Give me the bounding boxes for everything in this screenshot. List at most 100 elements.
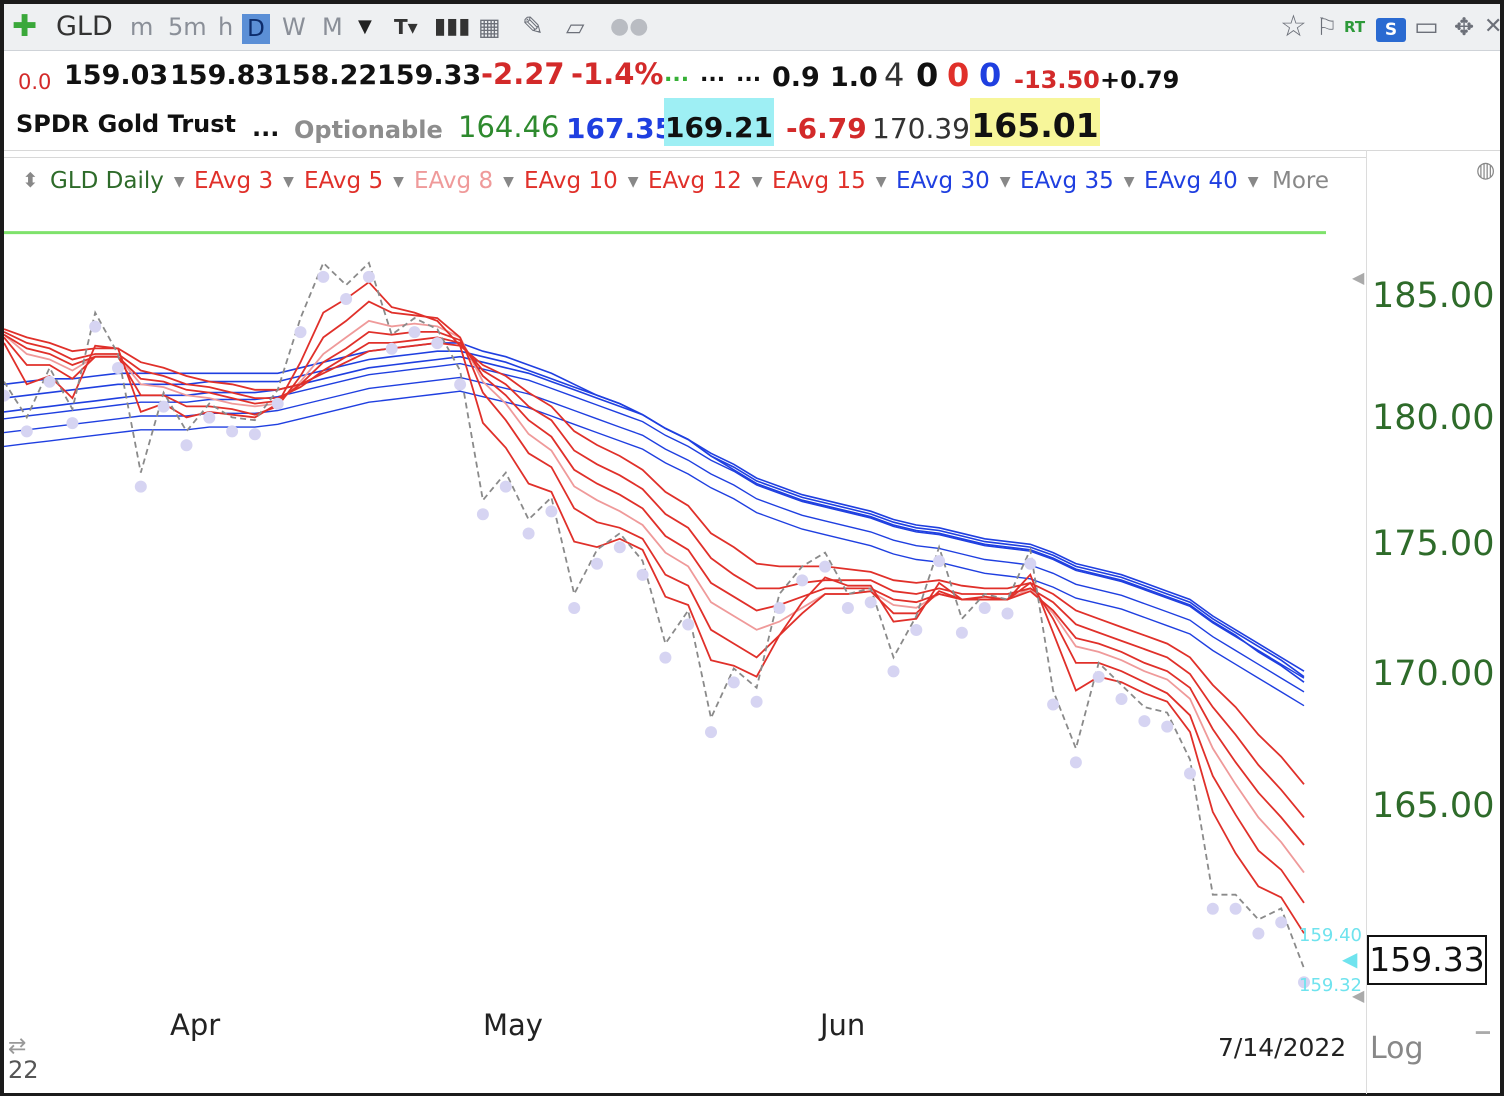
price-dot	[1024, 557, 1037, 570]
period-w[interactable]: W	[282, 13, 306, 41]
legend-handle-icon[interactable]: ⬍	[22, 168, 39, 192]
price-2: 167.35	[566, 112, 675, 145]
price-dot	[180, 439, 193, 452]
price-dot	[591, 557, 603, 570]
star-icon[interactable]: ☆	[1280, 9, 1307, 44]
period-d-active[interactable]: D	[242, 14, 270, 44]
ema-band-2	[4, 390, 1305, 707]
period-m-month[interactable]: M	[322, 13, 343, 41]
price-dot	[545, 505, 558, 518]
price-dot	[340, 293, 353, 305]
price-dot	[66, 417, 79, 430]
change-value: -2.27	[481, 57, 565, 91]
price-dot	[522, 527, 535, 540]
low-value: 158.22	[273, 60, 378, 91]
legend-eavg40[interactable]: EAvg 40 ▼	[1144, 168, 1259, 194]
price-dot	[910, 624, 923, 636]
price-3-highlight: 169.21	[664, 98, 774, 146]
legend-eavg12[interactable]: EAvg 12 ▼	[648, 168, 763, 194]
name-dots: ...	[252, 114, 280, 142]
price-dot	[1069, 756, 1082, 769]
price-dot	[134, 480, 147, 493]
scroll-arrows-icon[interactable]: ⇄	[8, 1034, 27, 1059]
notes-icon[interactable]: ▱	[566, 13, 585, 41]
log-toggle[interactable]: Log	[1370, 1031, 1424, 1066]
legend-eavg5[interactable]: EAvg 5 ▼	[304, 168, 404, 194]
period-5m[interactable]: 5m	[168, 13, 207, 41]
y-tick-180: 180.00	[1372, 398, 1495, 438]
ema-line-eavg-3	[4, 280, 1305, 934]
price-5: 170.39	[872, 112, 970, 145]
legend-more[interactable]: More	[1272, 168, 1330, 194]
chart-settings-icon[interactable]: ◍	[1476, 158, 1496, 183]
y-tick-170: 170.00	[1372, 654, 1495, 694]
legend-chart-name[interactable]: GLD Daily ▼	[50, 168, 185, 194]
s-button[interactable]: S	[1376, 18, 1406, 42]
current-date: 7/14/2022	[1218, 1033, 1347, 1062]
price-dot	[226, 425, 239, 438]
ema-band-1	[4, 376, 1305, 693]
price-dot	[112, 362, 124, 374]
quote-v2: 1.0	[830, 62, 878, 93]
add-icon[interactable]: ✚	[12, 9, 38, 44]
price-dot	[157, 400, 170, 413]
grid-add-icon[interactable]: ▦	[478, 13, 501, 41]
dots-2: ...	[700, 62, 726, 87]
corner-label: 22	[8, 1056, 39, 1084]
price-dot	[385, 342, 398, 355]
price-dot	[499, 480, 512, 493]
high-value: 159.83	[170, 60, 275, 91]
quote-v0: 0.0	[18, 70, 52, 94]
x-tick-may: May	[483, 1008, 543, 1042]
legend-eavg35[interactable]: EAvg 35 ▼	[1020, 168, 1135, 194]
bar-chart-icon[interactable]: ▮▮▮	[434, 14, 471, 39]
close-icon[interactable]: ✕	[1484, 14, 1503, 39]
legend-eavg8[interactable]: EAvg 8 ▼	[414, 168, 514, 194]
move-icon[interactable]: ✥	[1454, 13, 1475, 41]
axis-menu-icon[interactable]: ▔	[1476, 1032, 1490, 1053]
legend-eavg10[interactable]: EAvg 10 ▼	[524, 168, 639, 194]
price-dot	[317, 270, 330, 283]
legend-eavg3[interactable]: EAvg 3 ▼	[194, 168, 294, 194]
price-dot	[750, 695, 763, 708]
count-2: 0	[916, 56, 939, 94]
period-dropdown-icon[interactable]: ▼	[358, 16, 372, 37]
period-h[interactable]: h	[218, 13, 234, 41]
count-1: 4	[884, 56, 905, 94]
chart-toolbar: ✚ GLD m 5m h D W M ▼ T▾ ▮▮▮ ▦ ✎ ▱ ●● ☆ ⚐…	[4, 4, 1503, 51]
legend-eavg30[interactable]: EAvg 30 ▼	[896, 168, 1011, 194]
price-dot	[796, 574, 809, 587]
price-dot	[248, 428, 261, 441]
price-dot	[1229, 902, 1242, 915]
save-icon[interactable]: ▭	[1414, 12, 1439, 42]
price-dot	[431, 337, 444, 350]
price-dot	[841, 602, 854, 614]
legend-eavg15[interactable]: EAvg 15 ▼	[772, 168, 887, 194]
price-dot	[1092, 670, 1105, 683]
ema-line-eavg-10	[4, 330, 1305, 846]
last-value: 159.33	[377, 60, 482, 91]
flag-icon[interactable]: ⚐	[1316, 13, 1338, 41]
draw-pencil-icon[interactable]: ✎	[522, 12, 544, 42]
price-dot	[454, 378, 467, 391]
price-dot	[271, 397, 284, 410]
period-m[interactable]: m	[130, 13, 154, 41]
price-dot	[203, 411, 216, 424]
open-value: 159.03	[64, 60, 169, 91]
dots-3: ...	[736, 62, 762, 87]
axis-divider	[1366, 150, 1367, 1094]
header-divider	[4, 150, 1500, 151]
price-dot	[1115, 693, 1128, 705]
price-chart[interactable]	[4, 205, 1334, 1005]
price-dot	[1298, 976, 1310, 989]
axis-scroll-up-icon[interactable]: ◀	[1352, 268, 1365, 287]
symbol-field[interactable]: GLD	[56, 11, 113, 42]
count-3: 0	[947, 56, 970, 94]
chart-type-icon[interactable]: T▾	[394, 15, 418, 39]
price-6-highlight: 165.01	[970, 98, 1100, 146]
price-dot	[89, 320, 102, 333]
link-icon[interactable]: ●●	[610, 14, 649, 39]
axis-scroll-down-icon[interactable]: ◀	[1352, 986, 1365, 1005]
rt-label[interactable]: RT	[1344, 18, 1366, 36]
